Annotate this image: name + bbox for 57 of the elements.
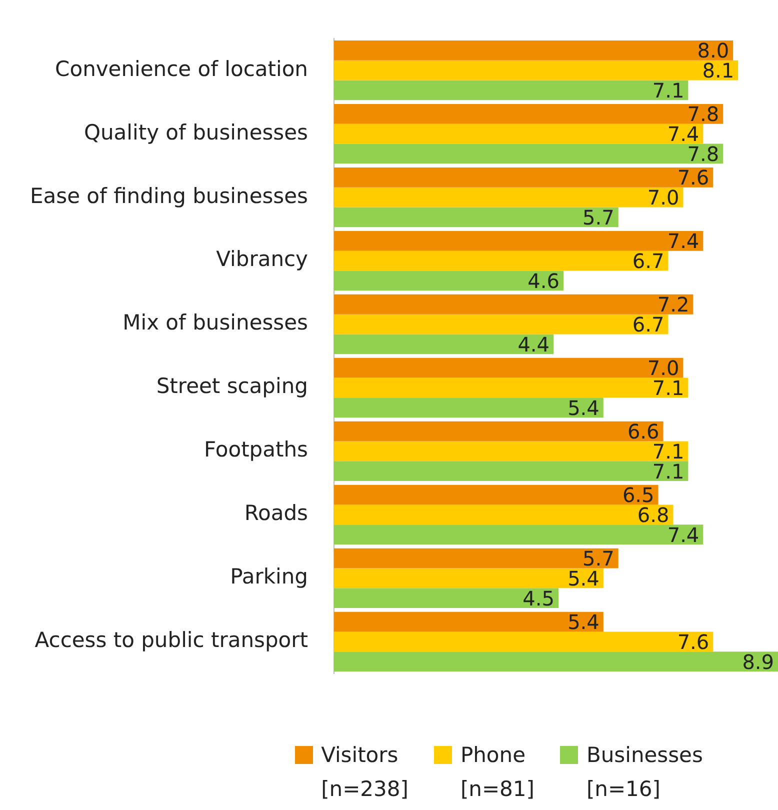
data-label: 4.4 xyxy=(518,332,550,356)
bar xyxy=(334,207,618,228)
bar xyxy=(334,504,674,525)
data-label: 7.6 xyxy=(677,630,710,654)
bar xyxy=(334,104,724,124)
bar xyxy=(334,294,694,314)
y-tick-label: Ease of finding businesses xyxy=(30,184,308,208)
y-tick-label: Footpaths xyxy=(204,438,308,462)
bar xyxy=(334,588,558,608)
bar xyxy=(334,568,604,588)
bar xyxy=(334,60,738,80)
bar xyxy=(334,334,554,354)
y-tick-label: Convenience of location xyxy=(55,56,308,81)
bar xyxy=(334,144,724,164)
y-tick-label: Roads xyxy=(244,501,308,526)
data-label: 5.7 xyxy=(582,205,614,230)
bar xyxy=(334,358,684,378)
data-label: 7.0 xyxy=(647,186,680,210)
data-label: 8.9 xyxy=(742,650,774,674)
bar xyxy=(334,484,658,505)
bar xyxy=(334,250,668,271)
y-tick-label: Parking xyxy=(230,564,308,589)
data-label: 7.6 xyxy=(677,166,710,190)
data-label: 7.1 xyxy=(652,78,684,102)
data-label: 4.5 xyxy=(522,586,554,610)
bar xyxy=(334,421,664,442)
bar xyxy=(334,461,688,482)
data-label: 6.7 xyxy=(632,248,664,273)
bar xyxy=(334,441,688,462)
legend-label: Visitors [n=238] xyxy=(321,742,408,803)
bar xyxy=(334,314,668,334)
data-label: 7.4 xyxy=(667,229,700,254)
bar xyxy=(334,40,734,60)
bar xyxy=(334,632,714,652)
bar xyxy=(334,124,704,144)
bar xyxy=(334,230,704,251)
data-label: 5.4 xyxy=(568,610,600,634)
bar xyxy=(334,167,714,188)
bar xyxy=(334,612,604,632)
y-tick-label: Quality of businesses xyxy=(84,120,308,144)
bar xyxy=(334,187,684,208)
data-label: 7.4 xyxy=(667,522,700,547)
bar xyxy=(334,398,604,418)
bar xyxy=(334,524,704,545)
y-tick-label: Street scaping xyxy=(156,374,308,398)
data-label: 5.4 xyxy=(568,396,600,420)
y-tick-label: Vibrancy xyxy=(216,247,308,272)
bar xyxy=(334,652,778,672)
y-tick-label: Access to public transport xyxy=(34,628,308,652)
data-label: 4.6 xyxy=(528,268,560,293)
bar xyxy=(334,378,688,398)
bar xyxy=(334,270,564,291)
y-tick-label: Mix of businesses xyxy=(122,310,308,335)
legend-label: Phone [n=81] xyxy=(460,742,534,803)
legend-label: Businesses [n=16] xyxy=(586,742,703,803)
bar xyxy=(334,548,618,568)
bar xyxy=(334,80,688,100)
